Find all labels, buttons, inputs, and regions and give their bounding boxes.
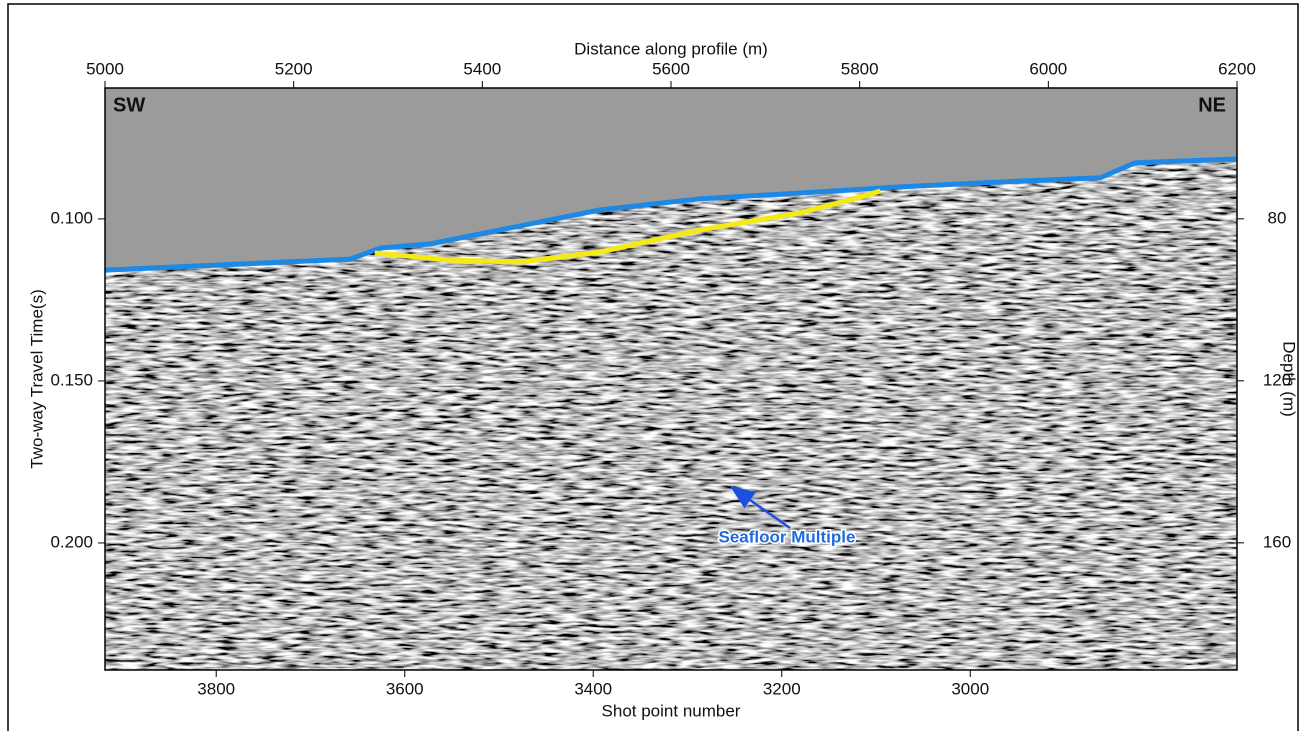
annotation-arrow [729, 485, 791, 530]
y-axis-title: Two-way Travel Time(s) [27, 289, 46, 468]
x2-axis-title: Shot point number [602, 701, 741, 720]
x-tick-label: 5800 [841, 59, 879, 78]
x-tick-label: 6200 [1218, 59, 1256, 78]
y-tick-label: 0.150 [50, 370, 93, 389]
x-tick-label: 5400 [463, 59, 501, 78]
x-tick-label: 5200 [275, 59, 313, 78]
y2-tick-label: 160 [1263, 532, 1291, 551]
annotation: Seafloor Multiple [719, 527, 856, 546]
water-column [105, 88, 1237, 271]
x-tick-label: 5600 [652, 59, 690, 78]
x2-tick-label: 3800 [197, 679, 235, 698]
direction-label: NE [1198, 94, 1226, 116]
y2-tick-label: 80 [1268, 208, 1287, 227]
y2-axis-title: Depth (m) [1280, 341, 1299, 417]
x2-tick-label: 3000 [951, 679, 989, 698]
horizon [104, 156, 1238, 273]
direction-label: SW [113, 94, 145, 116]
horizon [374, 188, 882, 265]
frame [7, 3, 1299, 731]
x-axis-title: Distance along profile (m) [574, 39, 768, 58]
x2-tick-label: 3400 [574, 679, 612, 698]
x2-tick-label: 3600 [386, 679, 424, 698]
y-tick-label: 0.100 [50, 208, 93, 227]
y-tick-label: 0.200 [50, 532, 93, 551]
x2-tick-label: 3200 [763, 679, 801, 698]
x-tick-label: 5000 [86, 59, 124, 78]
y2-tick-label: 120 [1263, 370, 1291, 389]
x-tick-label: 6000 [1029, 59, 1067, 78]
